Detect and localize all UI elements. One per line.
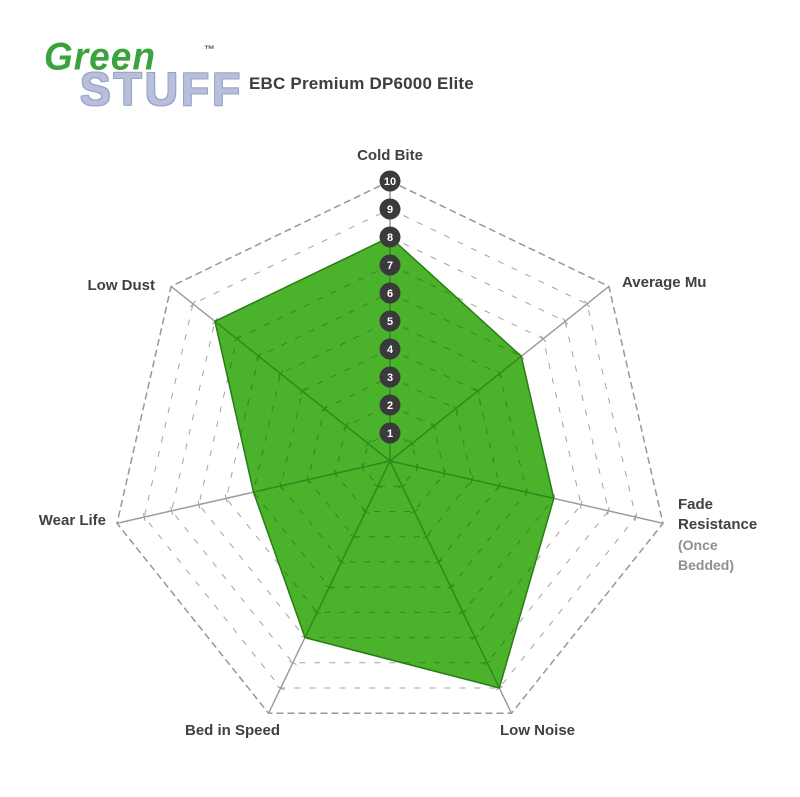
scale-dot-number: 2	[387, 400, 393, 412]
scale-dot-number: 10	[384, 176, 396, 188]
scale-dot-number: 9	[387, 204, 393, 216]
logo-stuff-text: STUFF	[80, 63, 244, 115]
scale-dots: 1 2 3 4 5 6 7 8 9 10	[379, 170, 401, 444]
scale-dot-number: 6	[387, 288, 393, 300]
data-polygon-outline	[214, 236, 555, 689]
axis-label-low-noise: Low Noise	[500, 722, 576, 739]
scale-dot	[379, 226, 401, 248]
scale-dot	[379, 366, 401, 388]
axis-label-average-mu: Average Mu	[622, 274, 707, 291]
axis-label-bed-in-speed: Bed in Speed	[185, 722, 281, 739]
logo-green-text: Green	[44, 34, 156, 78]
scale-dot-number: 8	[387, 232, 393, 244]
axis-label-fade-sub: (Once Bedded)	[678, 537, 734, 573]
scale-dot	[379, 282, 401, 304]
scale-dot	[379, 422, 401, 444]
scale-dot	[379, 310, 401, 332]
greenstuff-logo: STUFF Green ™	[44, 34, 240, 146]
scale-dot-number: 3	[387, 372, 393, 384]
axis-label-low-dust: Low Dust	[87, 277, 156, 294]
scale-dot	[379, 338, 401, 360]
axis-label-fade-main: Fade Resistance	[678, 496, 758, 533]
scale-dot	[379, 394, 401, 416]
scale-dot-number: 5	[387, 316, 393, 328]
scale-dot-number: 4	[387, 344, 394, 356]
scale-dot	[379, 254, 401, 276]
axis-label-cold-bite: Cold Bite	[357, 147, 423, 164]
axis-label-wear-life: Wear Life	[38, 512, 106, 529]
scale-dot	[379, 198, 401, 220]
scale-dot-number: 1	[387, 428, 393, 440]
scale-dot	[379, 170, 401, 192]
axis-label-fade-resistance: Fade Resistance (Once Bedded)	[678, 495, 774, 575]
trademark-symbol: ™	[204, 44, 215, 56]
scale-dot-number: 7	[387, 260, 393, 272]
chart-title: EBC Premium DP6000 Elite	[249, 74, 474, 93]
